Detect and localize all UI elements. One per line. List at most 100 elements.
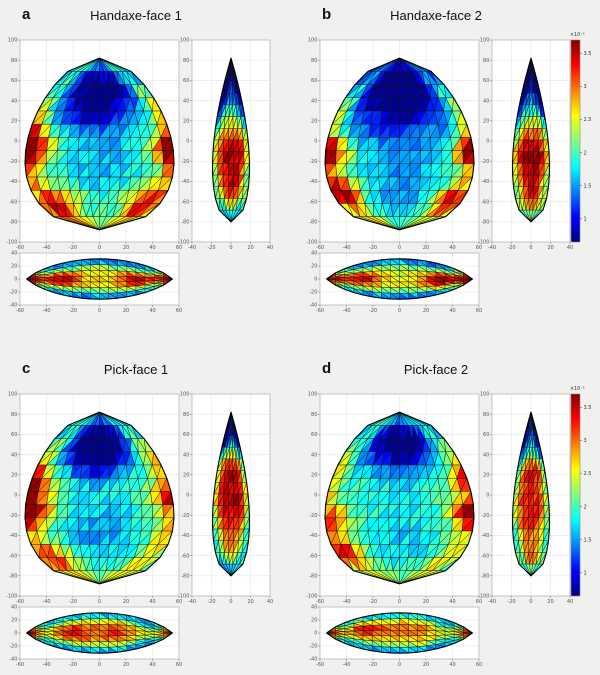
svg-text:-20: -20 — [369, 308, 377, 314]
svg-text:-100: -100 — [6, 594, 17, 600]
svg-text:20: 20 — [247, 245, 253, 251]
svg-text:-60: -60 — [316, 308, 324, 314]
svg-text:-20: -20 — [69, 245, 77, 251]
svg-text:-60: -60 — [181, 199, 189, 205]
mesh-heatmap-plot: -60 -40 -20 0 20 40 60-100-80-60-40-2002040608… — [306, 386, 592, 668]
svg-text:-20: -20 — [9, 159, 17, 165]
svg-text:20: 20 — [123, 308, 129, 314]
svg-text:-100: -100 — [478, 594, 489, 600]
svg-text:0: 0 — [98, 245, 101, 251]
svg-text:20: 20 — [423, 599, 429, 605]
svg-text:-60: -60 — [16, 662, 24, 668]
svg-text:80: 80 — [183, 58, 189, 64]
svg-text:20: 20 — [423, 662, 429, 668]
svg-text:2: 2 — [584, 150, 587, 156]
svg-text:60: 60 — [483, 78, 489, 84]
svg-text:20: 20 — [311, 473, 317, 479]
svg-text:0: 0 — [398, 245, 401, 251]
svg-text:20: 20 — [123, 245, 129, 251]
svg-text:-20: -20 — [207, 245, 215, 251]
svg-text:-100: -100 — [478, 240, 489, 246]
svg-text:40: 40 — [149, 245, 155, 251]
svg-text:-20: -20 — [9, 290, 17, 296]
svg-text:-60: -60 — [16, 308, 24, 314]
svg-text:40: 40 — [267, 245, 273, 251]
svg-text:40: 40 — [11, 251, 17, 257]
svg-text:40: 40 — [183, 452, 189, 458]
svg-text:60: 60 — [11, 432, 17, 438]
svg-text:-60: -60 — [309, 553, 317, 559]
svg-text:60: 60 — [183, 78, 189, 84]
svg-text:20: 20 — [183, 119, 189, 125]
svg-text:60: 60 — [476, 662, 482, 668]
svg-text:60: 60 — [176, 308, 182, 314]
svg-text:-40: -40 — [9, 533, 17, 539]
svg-text:-60: -60 — [316, 245, 324, 251]
svg-text:20: 20 — [423, 308, 429, 314]
svg-text:0: 0 — [14, 493, 17, 499]
svg-text:2.5: 2.5 — [584, 471, 592, 477]
svg-text:-40: -40 — [9, 657, 17, 663]
svg-text:-40: -40 — [9, 179, 17, 185]
svg-text:40: 40 — [449, 662, 455, 668]
svg-text:100: 100 — [8, 392, 18, 398]
svg-text:-60: -60 — [316, 599, 324, 605]
svg-text:-40: -40 — [188, 599, 196, 605]
svg-text:-40: -40 — [342, 245, 350, 251]
svg-text:40: 40 — [311, 605, 317, 611]
svg-text:-20: -20 — [181, 513, 189, 519]
svg-text:60: 60 — [183, 432, 189, 438]
svg-text:3: 3 — [584, 84, 587, 90]
svg-text:20: 20 — [123, 662, 129, 668]
svg-text:-40: -40 — [342, 599, 350, 605]
svg-text:20: 20 — [547, 245, 553, 251]
svg-text:-20: -20 — [69, 662, 77, 668]
svg-text:40: 40 — [149, 599, 155, 605]
svg-text:40: 40 — [483, 452, 489, 458]
svg-text:60: 60 — [311, 432, 317, 438]
svg-text:-20: -20 — [481, 513, 489, 519]
svg-text:×10⁻³: ×10⁻³ — [570, 32, 585, 38]
svg-text:1: 1 — [584, 571, 587, 577]
svg-text:0: 0 — [14, 277, 17, 283]
svg-text:20: 20 — [547, 599, 553, 605]
panel-letter: d — [322, 360, 332, 377]
svg-text:-40: -40 — [309, 533, 317, 539]
svg-text:0: 0 — [486, 139, 489, 145]
svg-text:-20: -20 — [9, 513, 17, 519]
svg-text:-60: -60 — [481, 553, 489, 559]
svg-text:-40: -40 — [309, 179, 317, 185]
svg-text:0: 0 — [98, 308, 101, 314]
svg-text:0: 0 — [529, 245, 532, 251]
svg-text:20: 20 — [423, 245, 429, 251]
svg-text:-80: -80 — [9, 220, 17, 226]
svg-text:20: 20 — [11, 264, 17, 270]
svg-text:40: 40 — [449, 308, 455, 314]
svg-text:-80: -80 — [309, 220, 317, 226]
mesh-heatmap-plot: -60 -40 -20 0 20 40 60-100-80-60-40-2002040608… — [306, 32, 591, 314]
svg-text:20: 20 — [311, 618, 317, 624]
svg-text:80: 80 — [311, 412, 317, 418]
svg-text:-60: -60 — [316, 662, 324, 668]
svg-text:40: 40 — [267, 599, 273, 605]
svg-text:60: 60 — [483, 432, 489, 438]
svg-text:-40: -40 — [342, 308, 350, 314]
svg-text:-80: -80 — [481, 220, 489, 226]
svg-text:100: 100 — [480, 392, 490, 398]
svg-text:80: 80 — [483, 412, 489, 418]
svg-text:-20: -20 — [369, 245, 377, 251]
svg-text:-20: -20 — [9, 644, 17, 650]
svg-text:20: 20 — [483, 119, 489, 125]
svg-text:20: 20 — [11, 473, 17, 479]
svg-text:40: 40 — [567, 599, 573, 605]
svg-text:0: 0 — [314, 493, 317, 499]
svg-text:60: 60 — [176, 662, 182, 668]
svg-text:-100: -100 — [6, 240, 17, 246]
svg-text:40: 40 — [483, 98, 489, 104]
svg-text:80: 80 — [183, 412, 189, 418]
svg-text:20: 20 — [311, 119, 317, 125]
svg-text:80: 80 — [483, 58, 489, 64]
svg-text:1.5: 1.5 — [584, 537, 592, 543]
svg-text:-20: -20 — [207, 599, 215, 605]
